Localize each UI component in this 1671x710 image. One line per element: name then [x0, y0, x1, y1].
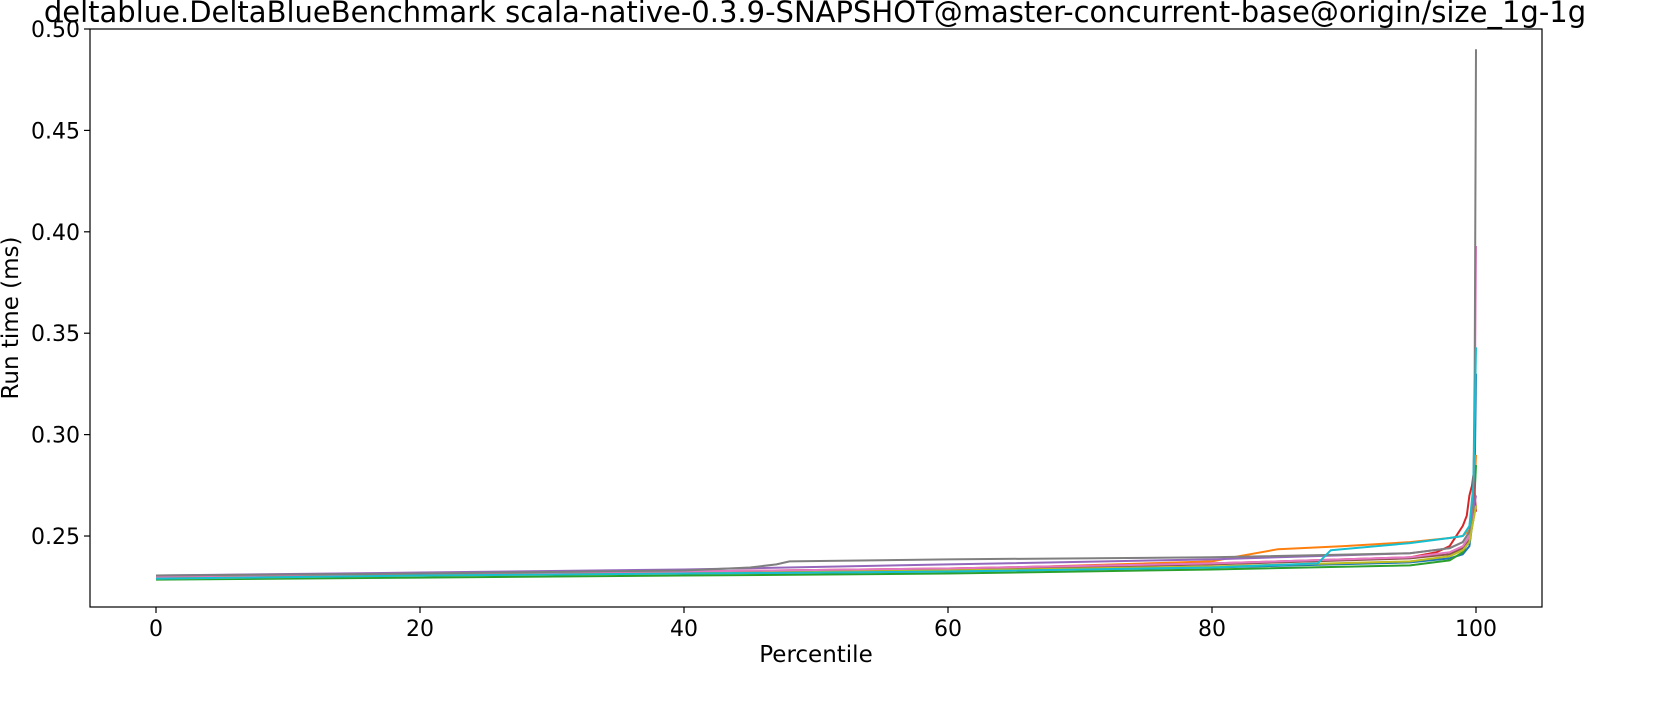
y-axis-label: Run time (ms) [0, 236, 24, 399]
y-tick-label: 0.45 [31, 119, 80, 144]
series-line-5 [155, 495, 1477, 577]
series-line-7 [155, 245, 1477, 578]
x-tick-label: 0 [149, 617, 163, 642]
x-axis-label: Percentile [759, 642, 872, 668]
y-tick-label: 0.40 [31, 221, 80, 246]
x-tick-label: 100 [1455, 617, 1497, 642]
y-tick-label: 0.30 [31, 424, 80, 449]
series-line-8 [155, 49, 1477, 577]
y-tick-label: 0.50 [31, 18, 80, 43]
y-tick-label: 0.25 [31, 525, 80, 550]
series-layer [155, 49, 1477, 581]
x-tick-label: 60 [934, 617, 962, 642]
series-line-1 [155, 373, 1477, 580]
series-line-6 [155, 505, 1477, 579]
series-line-10 [155, 347, 1477, 580]
y-axis: 0.25 0.30 0.35 0.40 0.45 0.50 [31, 18, 90, 550]
x-tick-label: 80 [1198, 617, 1226, 642]
x-tick-label: 40 [670, 617, 698, 642]
chart-title: deltablue.DeltaBlueBenchmark scala-nativ… [44, 0, 1586, 29]
series-line-2 [155, 454, 1477, 579]
x-axis: 0 20 40 60 80 100 [149, 607, 1497, 642]
plot-frame [89, 28, 1543, 608]
y-tick-label: 0.35 [31, 322, 80, 347]
x-tick-label: 20 [406, 617, 434, 642]
